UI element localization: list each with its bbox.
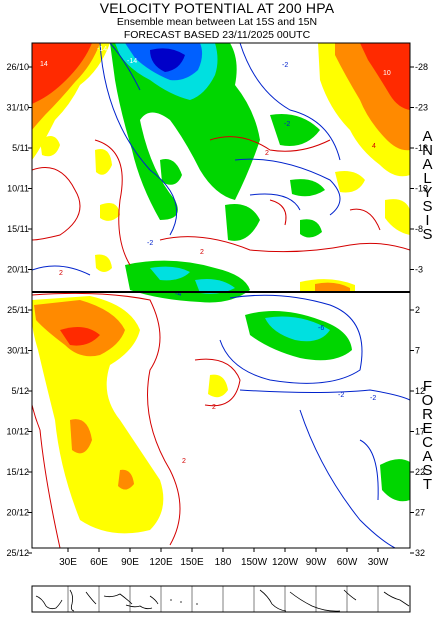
plot-frame [31, 42, 411, 549]
contour-label: 2 [59, 270, 63, 277]
contour-label: 2 [182, 458, 186, 465]
x-tick-label: 60E [90, 557, 108, 568]
contour-label: -2 [370, 395, 376, 402]
chart-title: VELOCITY POTENTIAL AT 200 HPA [99, 0, 335, 16]
forecast-side-label: FORECAST [419, 378, 434, 490]
y-tick-label-right: 22 [415, 467, 425, 477]
contour-label: 14 [40, 61, 48, 68]
pos-region-2c [360, 43, 410, 110]
contour-label: 10 [383, 70, 391, 77]
neg-core [265, 316, 330, 342]
y-tick-label-left: 25/11 [7, 305, 29, 315]
y-tick-label-left: 20/12 [6, 508, 29, 518]
y-tick-label-right: 32 [415, 548, 425, 558]
y-tick-label-left: 10/11 [7, 184, 29, 194]
pos-blob [95, 149, 112, 175]
contour-label: -14 [97, 46, 107, 53]
neg-core [195, 279, 235, 294]
x-tick-label: 90E [121, 557, 139, 568]
neg-core [150, 48, 185, 72]
contour-label: -2 [284, 121, 290, 128]
x-tick-label: 120E [149, 557, 173, 568]
y-tick-label-right: 17 [415, 427, 425, 437]
y-tick-label-left: 5/12 [11, 386, 29, 396]
neg-blob [270, 114, 320, 146]
neg-blob [160, 159, 182, 185]
neg-core [150, 266, 190, 281]
contour-label: -4 [175, 291, 181, 298]
y-tick-label-left: 5/11 [12, 143, 29, 153]
pos-core [60, 326, 100, 346]
y-tick-label-right: -23 [415, 103, 428, 113]
y-tick-label-right: 12 [415, 386, 425, 396]
neg-region-1 [110, 43, 260, 220]
y-tick-label-right: 27 [415, 508, 425, 518]
x-tick-label: 90W [306, 557, 327, 568]
neg-blob [300, 219, 322, 238]
x-axis: 30E 60E 90E 120E 150E 180 150W 120W 90W 60W 30W [59, 548, 389, 568]
pos-core [118, 469, 134, 490]
y-tick-label-left: 26/10 [6, 62, 29, 72]
y-tick-label-left: 31/10 [6, 103, 29, 113]
coastlines [35, 589, 410, 612]
field-layer: 14 -14 -14 -4 -6 -2 -2 2 2 -2 2 2 -2 4 2… [32, 43, 410, 548]
x-tick-label: 60W [337, 557, 358, 568]
contour-label: 4 [372, 143, 376, 150]
pos-blob [208, 374, 228, 398]
y-tick-label-left: 15/12 [6, 467, 29, 477]
chart-subtitle-1: Ensemble mean between Lat 15S and 15N [116, 16, 318, 28]
pos-core [70, 419, 92, 454]
y-tick-label-left: 10/12 [6, 427, 29, 437]
x-tick-label: 120W [272, 557, 299, 568]
contour-label: -2 [147, 240, 153, 247]
pos-region-1c [32, 43, 92, 104]
map-strip [31, 585, 411, 613]
map-frame [31, 585, 411, 613]
negative-contours [32, 43, 410, 548]
pos-blob [100, 202, 120, 221]
analysis-side-label: ANALYSIS [419, 128, 434, 240]
y-tick-label-right: -3 [415, 265, 423, 275]
contour-label-layer: 14 -14 -14 -4 -6 -2 -2 2 2 -2 2 2 -2 4 2… [40, 46, 391, 465]
y-tick-label-right: 2 [415, 305, 420, 315]
neg-blob [380, 459, 410, 502]
contour-label: -14 [127, 58, 137, 65]
y-axes: 26/10 31/10 5/11 10/11 15/11 20/11 25/11 30/11 5… [6, 62, 428, 558]
x-tick-label: 180 [215, 557, 232, 568]
pos-blob [385, 199, 410, 235]
x-tick-label: 150E [180, 557, 204, 568]
y-tick-label-left: 15/11 [7, 224, 29, 234]
y-tick-label-right: -28 [415, 62, 428, 72]
contour-label: -2 [338, 392, 344, 399]
pos-blob [315, 282, 350, 292]
pos-blob [95, 254, 112, 272]
contour-label: -2 [282, 62, 288, 69]
y-tick-label-right: 7 [415, 346, 420, 356]
contour-label: 2 [212, 404, 216, 411]
y-tick-label-right: -18 [415, 143, 428, 153]
x-tick-label: 150W [241, 557, 268, 568]
x-tick-label: 30E [59, 557, 77, 568]
y-tick-label-left: 20/11 [7, 265, 29, 275]
x-tick-label: 30W [368, 557, 389, 568]
chart-subtitle-2: FORECAST BASED 23/11/2025 00UTC [123, 29, 311, 41]
pos-blob [335, 171, 365, 193]
neg-blob [225, 204, 260, 241]
y-tick-label-right: -8 [415, 224, 423, 234]
y-tick-label-left: 25/12 [6, 548, 29, 558]
contour-label: -6 [318, 325, 324, 332]
contour-label: 2 [265, 150, 269, 157]
y-tick-label-left: 30/11 [7, 346, 29, 356]
y-tick-label-right: -13 [415, 184, 428, 194]
neg-blob [290, 179, 325, 197]
contour-label: 2 [200, 249, 204, 256]
pos-blob [40, 136, 60, 157]
positive-contours [32, 136, 410, 548]
